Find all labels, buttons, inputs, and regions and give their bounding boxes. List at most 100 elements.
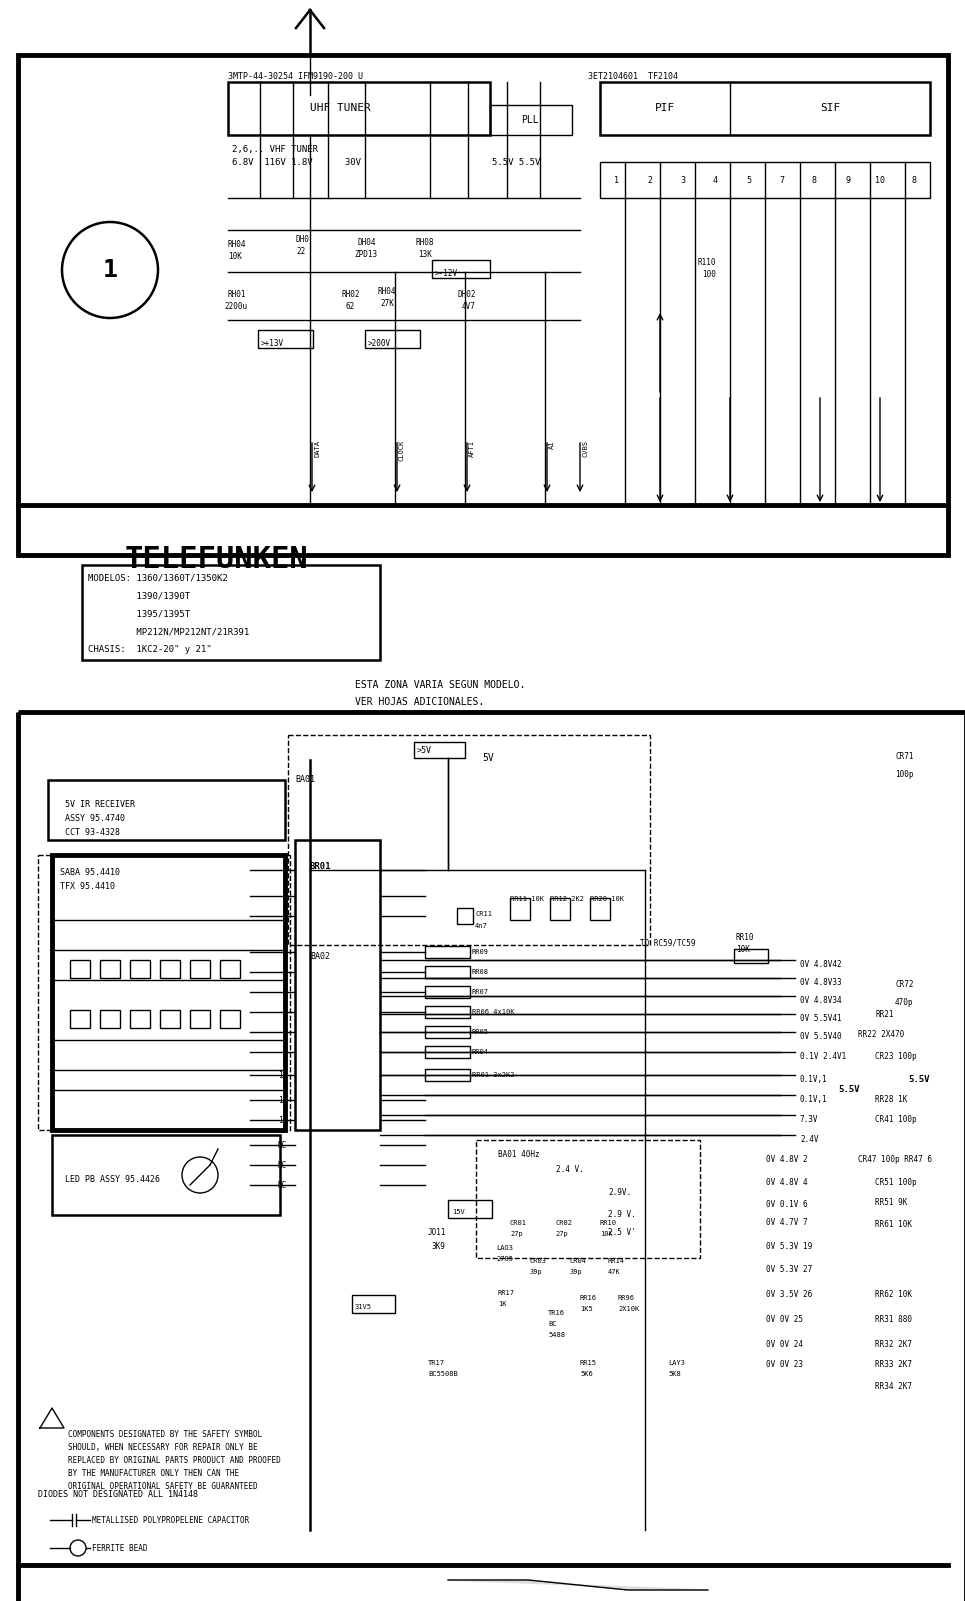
Text: 1K5: 1K5: [580, 1306, 593, 1311]
Text: 0V 4.8V 2: 0V 4.8V 2: [766, 1154, 808, 1164]
Text: 62: 62: [346, 303, 355, 311]
Bar: [70, 1010, 90, 1028]
Text: RR22 2X470: RR22 2X470: [858, 1029, 904, 1039]
Text: RH08: RH08: [415, 239, 433, 247]
Text: 0V 0V 23: 0V 0V 23: [766, 1359, 803, 1369]
Text: 5.5V: 5.5V: [908, 1074, 929, 1084]
Text: BA01 40Hz: BA01 40Hz: [498, 1150, 539, 1159]
Text: 9: 9: [845, 176, 850, 184]
Text: >5V: >5V: [417, 746, 432, 754]
Text: 0.1V 2.4V1: 0.1V 2.4V1: [800, 1052, 846, 1061]
Bar: [52, 855, 285, 1130]
Bar: [365, 330, 420, 347]
Text: RR14: RR14: [608, 1258, 625, 1265]
Text: RR62 10K: RR62 10K: [875, 1290, 912, 1298]
Text: RR61 10K: RR61 10K: [875, 1220, 912, 1230]
Text: 470p: 470p: [895, 997, 914, 1007]
Text: NC: NC: [278, 1140, 287, 1150]
Text: 5K8: 5K8: [668, 1370, 680, 1377]
Polygon shape: [448, 1580, 708, 1590]
Text: 0V 3.5V 26: 0V 3.5V 26: [766, 1290, 813, 1298]
Text: 7: 7: [283, 1007, 287, 1017]
Text: 2.9V.: 2.9V.: [608, 1188, 631, 1198]
Bar: [550, 898, 570, 921]
Bar: [510, 898, 530, 921]
Bar: [490, 106, 572, 134]
Text: 4V7: 4V7: [462, 303, 476, 311]
Text: DATA: DATA: [314, 440, 320, 456]
Text: RR51 9K: RR51 9K: [875, 1198, 907, 1207]
Text: 0V 4.8V33: 0V 4.8V33: [800, 978, 841, 986]
Text: AFT1: AFT1: [469, 440, 475, 456]
Text: ESTA ZONA VARIA SEGUN MODELO.: ESTA ZONA VARIA SEGUN MODELO.: [355, 680, 525, 690]
Text: RR10: RR10: [600, 1220, 617, 1226]
Text: RR17: RR17: [498, 1290, 515, 1295]
Bar: [288, 735, 650, 945]
Text: 1: 1: [102, 258, 118, 282]
Text: METALLISED POLYPROPELENE CAPACITOR: METALLISED POLYPROPELENE CAPACITOR: [92, 1516, 249, 1524]
Text: 2705: 2705: [496, 1257, 513, 1262]
Text: 0V 0V 25: 0V 0V 25: [766, 1314, 803, 1324]
Text: CR71: CR71: [895, 752, 914, 760]
Text: FERRITE BEAD: FERRITE BEAD: [92, 1543, 148, 1553]
Text: SIF: SIF: [820, 102, 841, 114]
Bar: [130, 961, 150, 978]
Text: JO11: JO11: [428, 1228, 447, 1238]
Bar: [82, 565, 380, 660]
Bar: [160, 961, 180, 978]
Bar: [600, 162, 930, 199]
Text: UHF TUNER: UHF TUNER: [310, 102, 371, 114]
Text: RR04: RR04: [472, 1049, 489, 1055]
Text: TFX 95.4410: TFX 95.4410: [60, 882, 115, 892]
Bar: [38, 855, 290, 1130]
Text: CR03: CR03: [530, 1258, 547, 1265]
Text: RR96: RR96: [618, 1295, 635, 1302]
Text: 5: 5: [283, 967, 287, 977]
Text: 2.4 V.: 2.4 V.: [556, 1166, 584, 1174]
Bar: [130, 1010, 150, 1028]
Text: DH0: DH0: [296, 235, 310, 243]
Text: RH01: RH01: [228, 290, 246, 299]
Text: 2200u: 2200u: [224, 303, 247, 311]
Text: 5V: 5V: [482, 752, 494, 764]
Text: CVBS: CVBS: [582, 440, 588, 456]
Text: 100p: 100p: [895, 770, 914, 780]
Text: 1: 1: [283, 866, 287, 874]
Text: 1395/1395T: 1395/1395T: [88, 608, 190, 618]
Bar: [425, 946, 470, 957]
Text: 15V: 15V: [452, 1209, 465, 1215]
Text: 5K6: 5K6: [580, 1370, 593, 1377]
Text: RR08: RR08: [472, 969, 489, 975]
Text: 100: 100: [702, 271, 716, 279]
Text: BR01: BR01: [310, 861, 332, 871]
Text: 5: 5: [746, 176, 751, 184]
Text: NC: NC: [278, 1180, 287, 1190]
Text: 3ET2104601  TF2104: 3ET2104601 TF2104: [588, 72, 678, 82]
Text: RR06 4x10K: RR06 4x10K: [472, 1009, 514, 1015]
Text: RR01 3x2K2: RR01 3x2K2: [472, 1073, 514, 1077]
Text: 10: 10: [278, 1071, 287, 1079]
Bar: [220, 961, 240, 978]
Text: TO RC59/TC59: TO RC59/TC59: [640, 938, 696, 948]
Text: 0.1V,1: 0.1V,1: [800, 1095, 828, 1105]
Text: CR41 100p: CR41 100p: [875, 1114, 917, 1124]
Text: 3: 3: [283, 911, 287, 921]
Bar: [18, 54, 948, 556]
Text: RR20 10K: RR20 10K: [590, 897, 624, 901]
Text: LAY3: LAY3: [668, 1359, 685, 1366]
Text: 8: 8: [812, 176, 817, 184]
Text: 6.8V  116V 1.8V      30V: 6.8V 116V 1.8V 30V: [232, 158, 361, 167]
Text: 8: 8: [283, 1028, 287, 1036]
Text: CR51 100p: CR51 100p: [875, 1178, 917, 1186]
Text: 2: 2: [647, 176, 652, 184]
Text: 5.5V: 5.5V: [838, 1085, 860, 1093]
Text: 0V 5.5V40: 0V 5.5V40: [800, 1033, 841, 1041]
Text: 10K: 10K: [228, 251, 242, 261]
Text: TR16: TR16: [548, 1310, 565, 1316]
Text: 2,6,.. VHF TUNER: 2,6,.. VHF TUNER: [232, 146, 318, 154]
Text: RR32 2K7: RR32 2K7: [875, 1340, 912, 1350]
Text: 10K: 10K: [736, 945, 750, 954]
Text: R110: R110: [698, 258, 716, 267]
Bar: [425, 965, 470, 978]
Text: TELEFUNKEN: TELEFUNKEN: [125, 544, 309, 575]
